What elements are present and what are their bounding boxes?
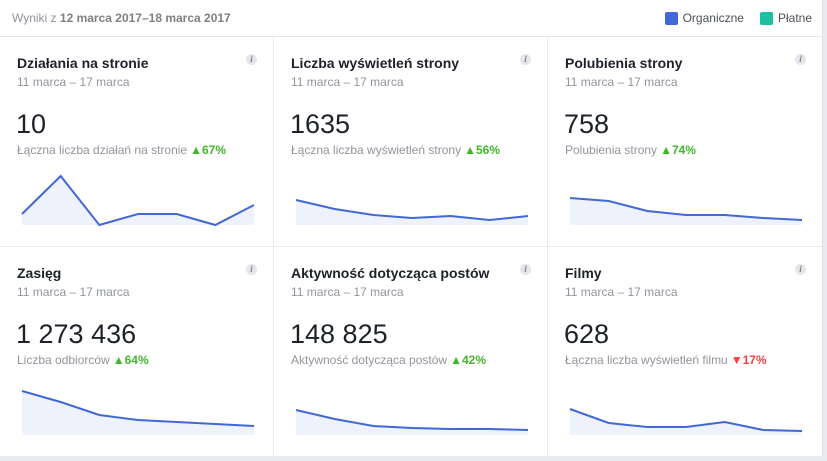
info-icon[interactable]: i (246, 264, 257, 275)
triangle-up-icon: ▲ (450, 353, 462, 367)
sparkline-chart (569, 197, 803, 225)
legend-organic[interactable]: Organiczne (664, 11, 744, 25)
card-label: Łączna liczba działań na stronie (17, 143, 188, 157)
change-value: 56% (475, 143, 500, 157)
change-badge: ▲42% (450, 353, 486, 367)
sparkline-area (22, 176, 254, 225)
paid-swatch (759, 11, 773, 25)
info-icon[interactable]: i (795, 264, 806, 275)
sparkline-chart (295, 199, 529, 225)
sparkline-line (569, 408, 803, 432)
card-label: Aktywność dotycząca postów (291, 353, 448, 367)
results-header: Wyniki z 12 marca 2017–18 marca 2017 Org… (0, 0, 822, 37)
legend: Organiczne Płatne (655, 11, 812, 25)
organic-swatch (664, 11, 678, 25)
sparkline-area (570, 198, 802, 225)
card-title[interactable]: Polubienia strony (565, 55, 683, 71)
card-date-range: 11 marca – 17 marca (565, 75, 678, 89)
card-title[interactable]: Filmy (565, 265, 602, 281)
card-date-range: 11 marca – 17 marca (17, 285, 130, 299)
card-title[interactable]: Aktywność dotycząca postów (291, 265, 490, 281)
info-icon[interactable]: i (795, 54, 806, 65)
sparkline-chart (569, 408, 803, 435)
card-label: Łączna liczba wyświetleń filmu (565, 353, 728, 367)
metric-card[interactable]: Liczba wyświetleń strony 11 marca – 17 m… (274, 37, 548, 247)
legend-label: Organiczne (682, 11, 744, 25)
card-subtitle: Łączna liczba działań na stronie ▲67% (17, 143, 226, 157)
card-date-range: 11 marca – 17 marca (291, 285, 404, 299)
change-value: 67% (202, 143, 227, 157)
change-badge: ▲64% (113, 353, 149, 367)
card-title[interactable]: Liczba wyświetleń strony (291, 55, 460, 71)
change-badge: ▼17% (731, 353, 767, 367)
triangle-up-icon: ▲ (112, 353, 125, 367)
card-title[interactable]: Zasięg (17, 265, 62, 281)
sparkline-area (296, 200, 528, 225)
card-value: 148 825 (290, 319, 388, 349)
info-icon[interactable]: i (520, 54, 531, 65)
card-value: 758 (564, 109, 610, 139)
card-value: 10 (16, 109, 47, 139)
change-value: 42% (461, 353, 486, 367)
card-date-range: 11 marca – 17 marca (17, 75, 130, 89)
date-range-text: Wyniki z 12 marca 2017–18 marca 2017 (12, 11, 231, 25)
metric-card[interactable]: Polubienia strony 11 marca – 17 marca i … (548, 37, 822, 247)
card-date-range: 11 marca – 17 marca (291, 75, 404, 89)
card-label: Łączna liczba wyświetleń strony (291, 143, 462, 157)
sparkline-chart (295, 409, 529, 435)
change-badge: ▲56% (464, 143, 500, 157)
triangle-down-icon: ▼ (730, 353, 743, 367)
card-label: Liczba odbiorców (17, 353, 110, 367)
triangle-up-icon: ▲ (660, 143, 672, 157)
results-range: 12 marca 2017–18 marca 2017 (59, 11, 231, 25)
metric-card[interactable]: Zasięg 11 marca – 17 marca i 1 273 436 L… (0, 247, 274, 457)
sparkline-chart (21, 174, 255, 227)
sparkline-line (295, 199, 529, 222)
triangle-up-icon: ▲ (190, 143, 202, 157)
sparkline-line (21, 390, 255, 427)
sparkline-area (570, 409, 802, 435)
card-value: 628 (564, 319, 610, 349)
sparkline-line (569, 197, 803, 221)
card-subtitle: Polubienia strony ▲74% (565, 143, 696, 157)
legend-label: Płatne (777, 11, 812, 25)
card-subtitle: Liczba odbiorców ▲64% (17, 353, 149, 367)
sparkline-chart (21, 390, 255, 435)
metrics-grid: Działania na stronie 11 marca – 17 marca… (0, 37, 822, 457)
card-title[interactable]: Działania na stronie (17, 55, 149, 71)
card-label: Polubienia strony (565, 143, 658, 157)
change-value: 17% (742, 353, 767, 367)
change-badge: ▲67% (190, 143, 226, 157)
sparkline-area (296, 410, 528, 435)
metric-card[interactable]: Działania na stronie 11 marca – 17 marca… (0, 37, 274, 247)
card-subtitle: Łączna liczba wyświetleń filmu ▼17% (565, 353, 767, 367)
info-icon[interactable]: i (246, 54, 257, 65)
card-value: 1635 (290, 109, 351, 139)
card-value: 1 273 436 (16, 319, 137, 349)
results-prefix: Wyniki z (12, 11, 60, 25)
card-date-range: 11 marca – 17 marca (565, 285, 678, 299)
change-value: 74% (671, 143, 696, 157)
card-subtitle: Aktywność dotycząca postów ▲42% (291, 353, 486, 367)
info-icon[interactable]: i (520, 264, 531, 275)
change-value: 64% (124, 353, 149, 367)
metric-card[interactable]: Filmy 11 marca – 17 marca i 628 Łączna l… (548, 247, 822, 457)
card-subtitle: Łączna liczba wyświetleń strony ▲56% (291, 143, 500, 157)
metric-card[interactable]: Aktywność dotycząca postów 11 marca – 17… (274, 247, 548, 457)
sparkline-line (21, 174, 255, 227)
sparkline-line (295, 409, 529, 431)
triangle-up-icon: ▲ (464, 143, 476, 157)
legend-paid[interactable]: Płatne (759, 11, 812, 25)
sparkline-area (22, 391, 254, 435)
change-badge: ▲74% (660, 143, 696, 157)
